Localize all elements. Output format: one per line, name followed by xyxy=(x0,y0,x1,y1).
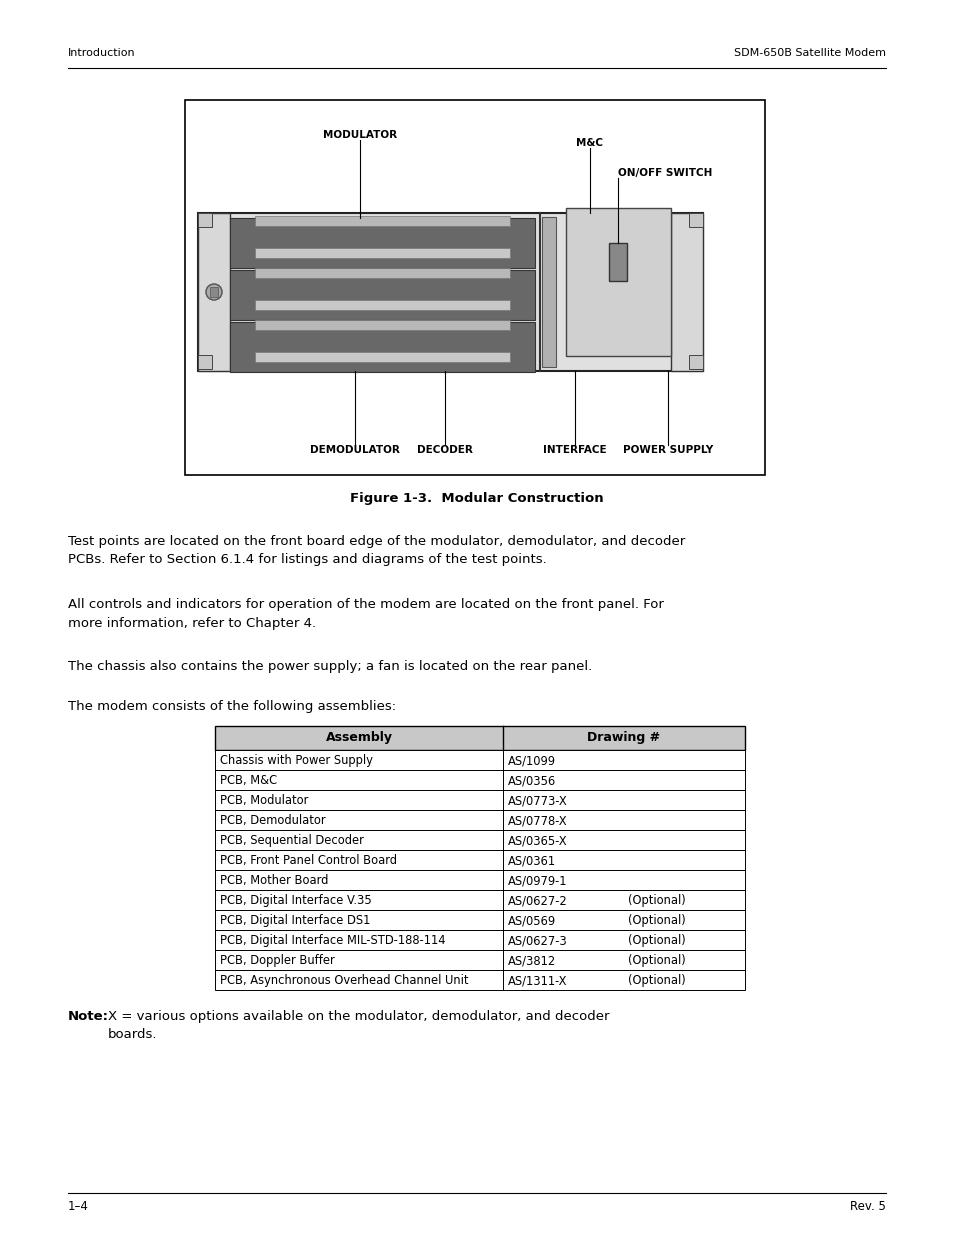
Text: (Optional): (Optional) xyxy=(627,914,685,927)
Text: PCB, Demodulator: PCB, Demodulator xyxy=(220,814,325,827)
Bar xyxy=(565,207,670,356)
Bar xyxy=(214,969,744,990)
Bar xyxy=(214,910,744,930)
Bar xyxy=(214,769,744,790)
Text: Introduction: Introduction xyxy=(68,48,135,58)
Text: AS/0365-X: AS/0365-X xyxy=(507,834,567,847)
Text: AS/0778-X: AS/0778-X xyxy=(507,814,567,827)
Text: M&C: M&C xyxy=(576,138,603,148)
Bar xyxy=(214,930,744,950)
Text: PCB, Digital Interface V.35: PCB, Digital Interface V.35 xyxy=(220,894,372,906)
Text: Drawing #: Drawing # xyxy=(587,731,659,743)
Text: AS/0356: AS/0356 xyxy=(507,774,556,787)
Text: PCB, Sequential Decoder: PCB, Sequential Decoder xyxy=(220,834,363,847)
Text: DEMODULATOR: DEMODULATOR xyxy=(310,445,399,454)
Bar xyxy=(254,320,510,330)
Text: Figure 1-3.  Modular Construction: Figure 1-3. Modular Construction xyxy=(350,492,603,505)
Bar xyxy=(688,212,702,227)
Text: PCB, Digital Interface DS1: PCB, Digital Interface DS1 xyxy=(220,914,370,927)
Bar xyxy=(214,850,744,869)
Text: PCB, Front Panel Control Board: PCB, Front Panel Control Board xyxy=(220,853,396,867)
Bar xyxy=(210,287,218,296)
Circle shape xyxy=(206,284,222,300)
Text: PCB, Mother Board: PCB, Mother Board xyxy=(220,874,328,887)
Text: AS/0627-2: AS/0627-2 xyxy=(507,894,567,906)
Text: AS/1099: AS/1099 xyxy=(507,755,556,767)
Bar xyxy=(214,869,744,890)
Text: (Optional): (Optional) xyxy=(627,953,685,967)
Bar xyxy=(254,352,510,362)
Bar xyxy=(230,219,535,268)
Text: AS/0773-X: AS/0773-X xyxy=(507,794,567,806)
Bar xyxy=(214,790,744,810)
Bar xyxy=(670,212,702,370)
Text: PCB, Digital Interface MIL-STD-188-114: PCB, Digital Interface MIL-STD-188-114 xyxy=(220,934,445,947)
Text: The chassis also contains the power supply; a fan is located on the rear panel.: The chassis also contains the power supp… xyxy=(68,659,592,673)
Text: ON/OFF SWITCH: ON/OFF SWITCH xyxy=(618,168,712,178)
Bar xyxy=(254,216,510,226)
Text: PCB, Asynchronous Overhead Channel Unit: PCB, Asynchronous Overhead Channel Unit xyxy=(220,974,468,987)
Bar xyxy=(230,322,535,372)
Text: (Optional): (Optional) xyxy=(627,974,685,987)
Text: Rev. 5: Rev. 5 xyxy=(849,1200,885,1213)
Bar xyxy=(214,890,744,910)
Bar xyxy=(214,830,744,850)
Bar xyxy=(214,950,744,969)
Bar xyxy=(541,217,556,367)
Text: POWER SUPPLY: POWER SUPPLY xyxy=(622,445,713,454)
Bar xyxy=(688,354,702,369)
Text: AS/3812: AS/3812 xyxy=(507,953,556,967)
Bar xyxy=(214,810,744,830)
Text: 1–4: 1–4 xyxy=(68,1200,89,1213)
Bar xyxy=(198,354,212,369)
Bar xyxy=(185,100,764,475)
Text: Test points are located on the front board edge of the modulator, demodulator, a: Test points are located on the front boa… xyxy=(68,535,684,567)
Text: Assembly: Assembly xyxy=(325,731,392,743)
Bar xyxy=(198,212,702,370)
Text: AS/0627-3: AS/0627-3 xyxy=(507,934,567,947)
Bar xyxy=(198,212,212,227)
Text: AS/0361: AS/0361 xyxy=(507,853,556,867)
Text: The modem consists of the following assemblies:: The modem consists of the following asse… xyxy=(68,700,395,713)
Text: All controls and indicators for operation of the modem are located on the front : All controls and indicators for operatio… xyxy=(68,598,663,630)
Text: Chassis with Power Supply: Chassis with Power Supply xyxy=(220,755,373,767)
Bar xyxy=(254,248,510,258)
Text: PCB, M&C: PCB, M&C xyxy=(220,774,276,787)
Bar xyxy=(254,300,510,310)
Text: AS/0979-1: AS/0979-1 xyxy=(507,874,567,887)
Text: SDM-650B Satellite Modem: SDM-650B Satellite Modem xyxy=(733,48,885,58)
Text: PCB, Modulator: PCB, Modulator xyxy=(220,794,308,806)
Bar xyxy=(198,212,230,370)
Text: AS/0569: AS/0569 xyxy=(507,914,556,927)
Bar xyxy=(214,726,744,750)
Text: INTERFACE: INTERFACE xyxy=(542,445,606,454)
Text: X = various options available on the modulator, demodulator, and decoder
boards.: X = various options available on the mod… xyxy=(108,1010,609,1041)
Text: (Optional): (Optional) xyxy=(627,934,685,947)
Bar xyxy=(608,243,626,282)
Text: AS/1311-X: AS/1311-X xyxy=(507,974,567,987)
Text: DECODER: DECODER xyxy=(416,445,473,454)
Bar xyxy=(230,270,535,320)
Text: Note:: Note: xyxy=(68,1010,109,1023)
Text: MODULATOR: MODULATOR xyxy=(323,130,396,140)
Bar xyxy=(254,268,510,278)
Bar xyxy=(214,750,744,769)
Text: PCB, Doppler Buffer: PCB, Doppler Buffer xyxy=(220,953,335,967)
Text: (Optional): (Optional) xyxy=(627,894,685,906)
